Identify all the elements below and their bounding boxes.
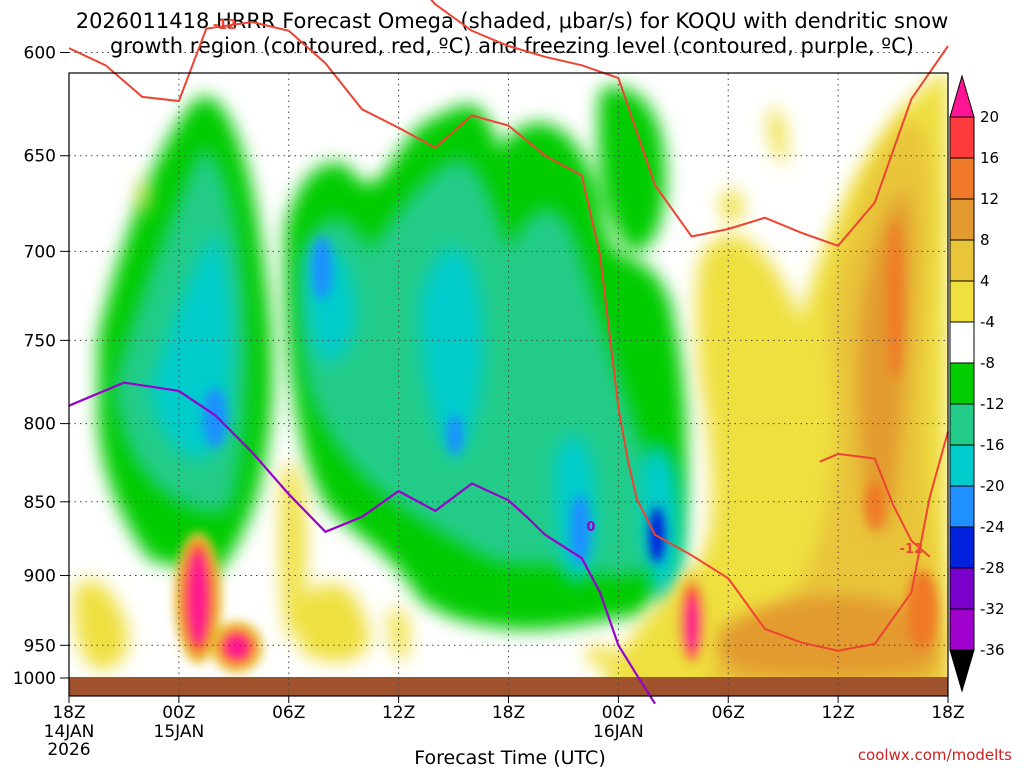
- y-axis: 2503003504004505005506006507007508008509…: [13, 43, 69, 689]
- colorbar-label: -24: [980, 518, 1005, 536]
- colorbar-bin: [949, 444, 975, 487]
- ground-terrain: [69, 677, 948, 696]
- colorbar-bin: [949, 403, 975, 446]
- colorbar-top-arrow: [949, 74, 975, 118]
- colorbar-bin: [949, 321, 975, 364]
- omega-region-yellow-g: [769, 108, 787, 165]
- colorbar-label: -8: [980, 354, 995, 372]
- colorbar-label: -36: [980, 641, 1005, 659]
- colorbar-bin: [949, 485, 975, 528]
- omega-core-c-pink: [686, 597, 698, 653]
- omega-region-green-c: [598, 86, 666, 252]
- colorbar-label: -4: [980, 313, 995, 331]
- contour-label-temp_contour_-12C: -12: [213, 18, 237, 33]
- omega-region-orange-low: [716, 596, 936, 678]
- colorbar-label: 8: [980, 231, 990, 249]
- x-tick-date: 14JAN: [44, 722, 95, 742]
- colorbar-label: 20: [980, 108, 999, 126]
- y-tick-label: 750: [24, 331, 56, 351]
- contour-temp_contour_-18C: [430, 0, 949, 247]
- y-tick-label: 800: [24, 415, 56, 435]
- omega-max-blue-c: [570, 495, 590, 565]
- omega-max-orange-a: [887, 220, 903, 380]
- omega-region-yellow-b: [280, 463, 306, 640]
- x-tick-label: 12Z: [382, 703, 415, 723]
- contour-temp_contour_-12C: [68, 20, 949, 652]
- omega-max-orange-c: [906, 570, 938, 650]
- omega-region-yellow-h: [585, 645, 620, 669]
- y-tick-label: 700: [24, 242, 56, 262]
- colorbar-label: 12: [980, 190, 999, 208]
- omega-core-b-pink: [226, 636, 248, 658]
- omega-core-a-pink: [189, 552, 207, 644]
- contours: -18-12-120: [68, 0, 949, 705]
- colorbar-label: -12: [980, 395, 1005, 413]
- omega-region-yellow-a: [74, 580, 129, 670]
- y-tick-label: 850: [24, 493, 56, 513]
- omega-region-yellow-f: [138, 178, 148, 215]
- colorbar: 20 16 12 8 4 -4 -8 -12 -16 -20 -24 -28 -32 -36: [949, 74, 1005, 693]
- contour-label-freezing_level_0C: 0: [586, 520, 595, 535]
- omega-region-yellow-c: [300, 583, 370, 662]
- omega-region-yellow-e: [720, 189, 743, 224]
- y-tick-label: 900: [24, 567, 56, 587]
- y-tick-label: 600: [24, 43, 56, 63]
- y-tick-label: 1000: [13, 669, 56, 689]
- x-tick-date: 15JAN: [154, 722, 205, 742]
- x-tick-label: 00Z: [162, 703, 195, 723]
- y-tick-label: 950: [24, 636, 56, 656]
- omega-max-blue-d: [447, 415, 463, 455]
- x-tick-year: 2026: [47, 740, 90, 760]
- x-tick-label: 06Z: [272, 703, 305, 723]
- x-tick-date: 16JAN: [593, 722, 644, 742]
- x-tick-label: 12Z: [821, 703, 854, 723]
- omega-region-cyan-c: [420, 247, 484, 460]
- colorbar-label: -20: [980, 477, 1005, 495]
- colorbar-bin: [949, 280, 975, 323]
- colorbar-label: 4: [980, 272, 990, 290]
- x-tick-label: 00Z: [602, 703, 635, 723]
- x-axis-label: Forecast Time (UTC): [414, 747, 605, 768]
- contour-label-temp_contour_-12C_b: -12: [900, 542, 924, 557]
- colorbar-bottom-arrow: [949, 649, 975, 693]
- colorbar-bin: [949, 239, 975, 282]
- omega-region-yellow-d: [389, 608, 410, 661]
- x-tick-label: 18Z: [52, 703, 85, 723]
- colorbar-label: -32: [980, 600, 1005, 618]
- x-tick-label: 06Z: [712, 703, 745, 723]
- omega-max-blue-b: [312, 236, 332, 300]
- colorbar-bin: [949, 198, 975, 241]
- x-tick-label: 18Z: [931, 703, 964, 723]
- colorbar-bin: [949, 362, 975, 405]
- colorbar-bin: [949, 157, 975, 200]
- y-tick-label: 650: [24, 147, 56, 167]
- colorbar-bin: [949, 526, 975, 569]
- colorbar-label: -28: [980, 559, 1005, 577]
- colorbar-bin: [949, 567, 975, 610]
- colorbar-bin: [949, 608, 975, 651]
- contour-temp_contour_-12C_b: [819, 452, 931, 558]
- omega-max-orange-b: [865, 481, 885, 529]
- colorbar-label: 16: [980, 149, 999, 167]
- colorbar-label: -16: [980, 436, 1005, 454]
- colorbar-bin: [949, 116, 975, 159]
- credit-text[interactable]: coolwx.com/modelts: [858, 746, 1012, 764]
- grid: [69, 51, 948, 696]
- x-tick-label: 18Z: [492, 703, 525, 723]
- chart-title-line1: 2026011418 HRRR Forecast Omega (shaded, …: [76, 9, 949, 33]
- contour-freezing_level_0C: [68, 381, 656, 705]
- omega-max-blue-a: [203, 388, 227, 448]
